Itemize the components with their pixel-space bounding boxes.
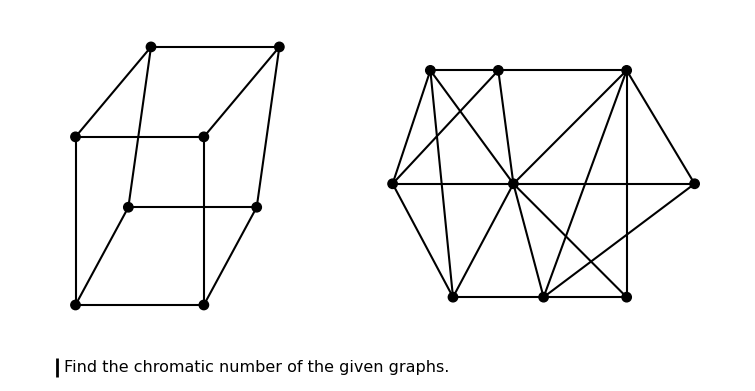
Ellipse shape <box>124 203 133 212</box>
Ellipse shape <box>622 292 631 302</box>
Ellipse shape <box>71 132 80 142</box>
Ellipse shape <box>199 132 208 142</box>
Ellipse shape <box>252 203 261 212</box>
Ellipse shape <box>426 66 435 75</box>
Text: Find the chromatic number of the given graphs.: Find the chromatic number of the given g… <box>64 360 449 375</box>
Ellipse shape <box>509 179 518 188</box>
Ellipse shape <box>622 66 631 75</box>
Ellipse shape <box>146 42 156 52</box>
Ellipse shape <box>448 292 458 302</box>
Ellipse shape <box>494 66 503 75</box>
Ellipse shape <box>71 300 80 310</box>
Ellipse shape <box>199 300 208 310</box>
Ellipse shape <box>539 292 548 302</box>
Ellipse shape <box>388 179 397 188</box>
Ellipse shape <box>690 179 699 188</box>
Ellipse shape <box>275 42 284 52</box>
